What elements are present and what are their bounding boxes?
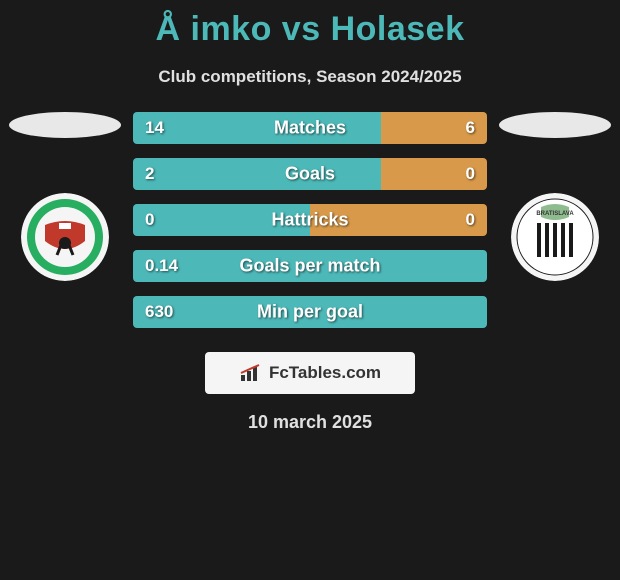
left-player-column xyxy=(5,112,125,281)
stat-value-right: 6 xyxy=(466,118,475,138)
stat-value-right: 0 xyxy=(466,164,475,184)
bar-left-segment xyxy=(133,158,381,190)
stat-label: Goals per match xyxy=(239,256,380,277)
stat-value-left: 630 xyxy=(145,302,173,322)
stat-value-left: 0.14 xyxy=(145,256,178,276)
stat-label: Hattricks xyxy=(271,210,348,231)
petrzalka-crest-icon: BRATISLAVA xyxy=(511,193,599,281)
comparison-panel: Matches 14 6 Goals 2 0 Hattricks 0 0 Goals per ma… xyxy=(0,112,620,342)
stat-label: Min per goal xyxy=(257,302,363,323)
stat-label: Matches xyxy=(274,118,346,139)
stat-row: Matches 14 6 xyxy=(133,112,487,144)
page-title: Å imko vs Holasek xyxy=(0,0,620,49)
right-player-column: BRATISLAVA xyxy=(495,112,615,281)
tatran-crest-icon xyxy=(21,193,109,281)
stat-label: Goals xyxy=(285,164,335,185)
club-badge-right: BRATISLAVA xyxy=(511,193,599,281)
stat-row: Goals 2 0 xyxy=(133,158,487,190)
date-label: 10 march 2025 xyxy=(0,412,620,433)
stats-bars: Matches 14 6 Goals 2 0 Hattricks 0 0 Goals per ma… xyxy=(125,112,495,342)
svg-text:BRATISLAVA: BRATISLAVA xyxy=(536,211,574,217)
left-marker-ellipse xyxy=(9,112,121,138)
stat-value-left: 14 xyxy=(145,118,164,138)
club-badge-left xyxy=(21,193,109,281)
subtitle: Club competitions, Season 2024/2025 xyxy=(0,67,620,87)
right-marker-ellipse xyxy=(499,112,611,138)
stat-row: Hattricks 0 0 xyxy=(133,204,487,236)
source-logo: FcTables.com xyxy=(205,352,415,394)
stat-value-left: 2 xyxy=(145,164,154,184)
source-logo-text: FcTables.com xyxy=(269,363,381,383)
stat-value-right: 0 xyxy=(466,210,475,230)
chart-icon xyxy=(239,363,263,383)
stat-row: Goals per match 0.14 xyxy=(133,250,487,282)
stat-value-left: 0 xyxy=(145,210,154,230)
stat-row: Min per goal 630 xyxy=(133,296,487,328)
